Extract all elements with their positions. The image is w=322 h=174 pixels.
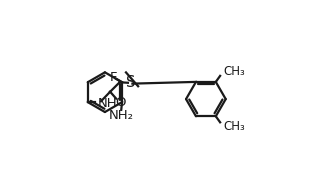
Text: O: O — [115, 96, 125, 109]
Text: CH₃: CH₃ — [223, 65, 245, 78]
Text: S: S — [126, 75, 136, 90]
Text: NH₂: NH₂ — [109, 109, 134, 122]
Text: F: F — [109, 72, 117, 84]
Text: CH₃: CH₃ — [223, 120, 245, 133]
Text: NH: NH — [98, 97, 117, 110]
